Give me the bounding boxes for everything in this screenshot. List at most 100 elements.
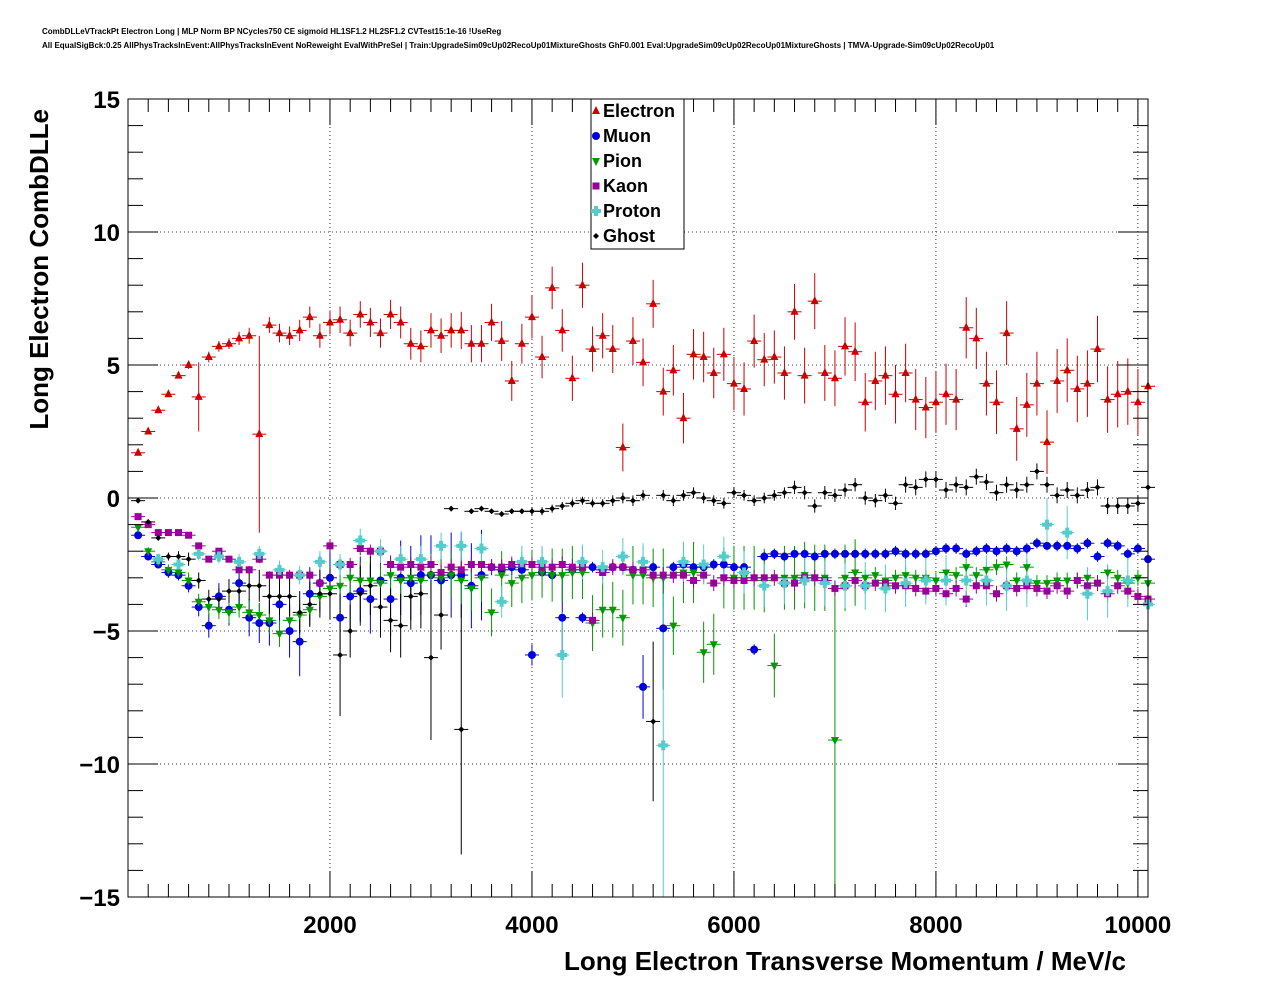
pion-point — [184, 577, 193, 586]
ghost-point — [175, 553, 182, 560]
electron-point — [729, 378, 738, 387]
proton-point — [476, 543, 487, 554]
electron-point — [376, 328, 385, 337]
pion-point — [497, 572, 506, 581]
ghost-point — [892, 500, 899, 507]
kaon-point — [578, 563, 586, 571]
pion-point — [962, 564, 971, 573]
pion-point — [406, 574, 415, 583]
electron-point — [134, 447, 143, 456]
y-tick-label: −10 — [79, 752, 120, 779]
electron-point — [1053, 375, 1062, 384]
kaon-point — [427, 561, 435, 568]
electron-point — [608, 344, 617, 353]
kaon-point — [892, 582, 900, 590]
electron-point — [669, 365, 678, 374]
proton-point — [314, 556, 325, 567]
kaon-point — [498, 563, 506, 571]
ghost-point — [862, 495, 869, 501]
kaon-point — [1053, 582, 1061, 590]
pion-point — [1022, 564, 1031, 573]
kaon-point — [942, 590, 950, 598]
pion-point — [447, 572, 456, 581]
ghost-point — [155, 534, 162, 541]
ghost-point — [397, 622, 404, 629]
kaon-point — [750, 574, 758, 582]
electron-point — [942, 389, 951, 398]
pion-point — [265, 617, 274, 626]
legend-marker-muon — [592, 132, 600, 140]
kaon-point — [326, 542, 334, 550]
ghost-point — [1124, 502, 1131, 509]
pion-point — [245, 609, 254, 618]
proton-point — [840, 580, 851, 591]
ghost-point — [670, 497, 677, 504]
pion-point — [628, 572, 637, 581]
kaon-point — [255, 555, 263, 563]
ghost-point — [549, 505, 556, 512]
proton-point — [1102, 586, 1113, 597]
electron-point — [1032, 378, 1041, 387]
ghost-point — [215, 596, 222, 603]
ghost-point — [306, 601, 313, 608]
proton-point — [516, 556, 527, 567]
pion-point — [952, 572, 961, 581]
pion-point — [790, 574, 799, 583]
pion-point — [1043, 580, 1052, 589]
proton-point — [415, 554, 426, 565]
pion-point — [1083, 574, 1092, 583]
kaon-point — [245, 566, 253, 574]
y-tick-label: −5 — [93, 619, 120, 646]
pion-point — [1103, 569, 1112, 578]
pion-point — [315, 593, 324, 602]
proton-point — [335, 559, 346, 570]
proton-point — [1001, 580, 1012, 591]
electron-point — [649, 298, 658, 307]
ghost-point — [771, 492, 778, 499]
ghost-point — [609, 497, 616, 504]
proton-point — [860, 580, 871, 591]
ghost-point — [468, 508, 475, 515]
proton-point — [274, 564, 285, 575]
legend-label-proton: Proton — [603, 201, 661, 221]
kaon-point — [164, 529, 172, 537]
kaon-point — [912, 584, 920, 592]
ghost-point — [1023, 481, 1030, 488]
pion-point — [275, 630, 284, 639]
ghost-point — [690, 489, 697, 496]
ghost-point — [953, 481, 960, 488]
ghost-point — [751, 497, 758, 504]
pion-point — [1053, 577, 1062, 586]
ghost-point — [478, 505, 485, 512]
electron-point — [507, 375, 516, 384]
kaon-point — [811, 574, 819, 582]
pion-point — [416, 577, 425, 586]
ghost-point — [922, 476, 929, 483]
kaon-point — [649, 571, 657, 579]
pion-point — [426, 572, 435, 581]
proton-point — [254, 548, 265, 559]
kaon-point — [488, 563, 496, 571]
header-line-2: All EqualSigBck:0.25 AllPhysTracksInEven… — [42, 41, 995, 50]
proton-point — [779, 578, 790, 589]
muon-point — [295, 637, 304, 646]
pion-point — [972, 572, 981, 581]
muon-point — [1083, 539, 1092, 548]
electron-point — [416, 341, 425, 350]
electron-point — [315, 330, 324, 339]
kaon-point — [1073, 576, 1081, 584]
muon-point — [336, 613, 345, 622]
pion-point — [305, 606, 314, 615]
electron-point — [810, 296, 819, 305]
proton-point — [900, 578, 911, 589]
kaon-point — [972, 582, 980, 590]
pion-point — [1133, 574, 1142, 583]
kaon-point — [306, 571, 314, 579]
ghost-point — [1114, 502, 1121, 509]
kaon-point — [993, 590, 1001, 598]
proton-point — [941, 575, 952, 586]
muon-point — [184, 581, 193, 590]
proton-point — [234, 556, 245, 567]
electron-point — [871, 375, 880, 384]
electron-point — [618, 442, 627, 451]
